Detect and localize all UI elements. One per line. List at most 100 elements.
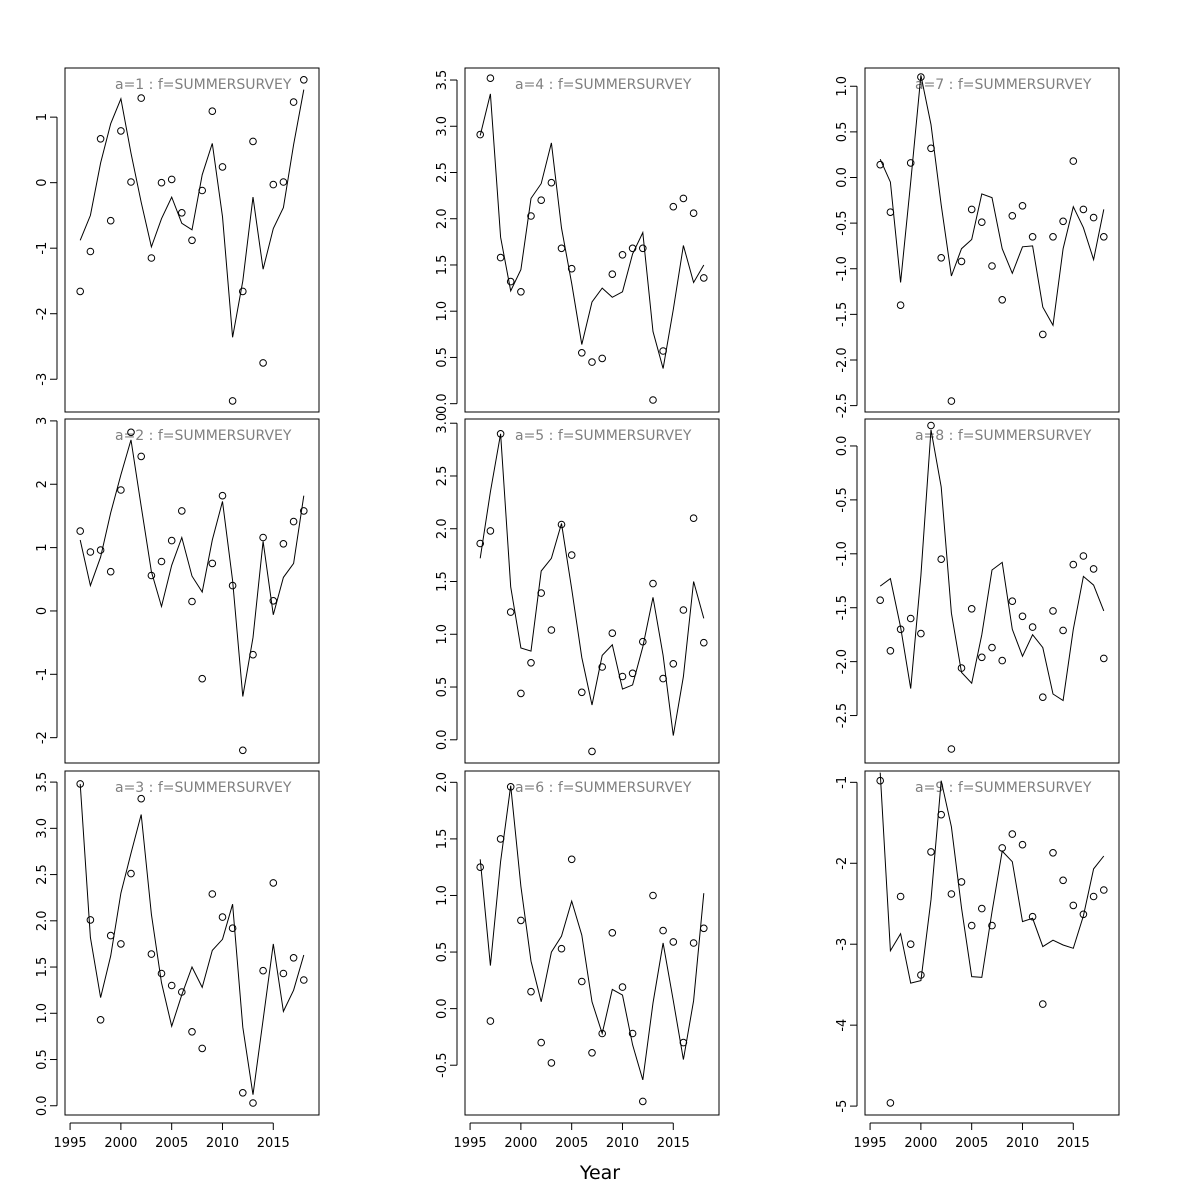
observed-point — [1018, 202, 1027, 210]
y-tick-label: 1.5 — [435, 829, 450, 850]
x-tick-label: 2010 — [1006, 1136, 1039, 1151]
observed-point — [1039, 1000, 1047, 1008]
observed-point — [218, 491, 227, 500]
observed-point — [906, 614, 915, 623]
observed-point — [289, 98, 298, 106]
observed-point — [300, 507, 308, 515]
observed-point — [578, 977, 586, 986]
observed-point — [957, 257, 966, 266]
observed-point — [639, 637, 647, 646]
observed-point — [1089, 213, 1098, 222]
panel-title: a=4 : f=SUMMERSURVEY — [515, 77, 692, 93]
observed-point — [639, 244, 647, 253]
panel-title: a=3 : f=SUMMERSURVEY — [115, 780, 292, 796]
observed-point — [628, 1029, 637, 1038]
observed-point — [998, 844, 1007, 852]
y-tick-label: 1 — [35, 543, 50, 551]
observed-point — [1059, 626, 1067, 635]
observed-point — [1079, 205, 1088, 214]
observed-point — [279, 178, 288, 186]
observed-point — [259, 533, 267, 542]
observed-point — [598, 1029, 607, 1038]
x-tick-label: 2000 — [504, 1136, 537, 1151]
observed-point — [476, 863, 485, 872]
panel-4: -2 -1 0 1 2 3 a=2 : f=SUMMERSURVEY — [35, 417, 320, 764]
observed-point — [967, 921, 976, 930]
plot-frame — [464, 770, 720, 1116]
y-tick-label: 3.0 — [435, 116, 450, 137]
observed-point — [578, 349, 586, 357]
y-tick-label: 3.0 — [435, 413, 450, 434]
fitted-line — [479, 433, 705, 736]
observed-point — [689, 939, 698, 947]
observed-point — [137, 794, 145, 803]
y-tick-label: 0.5 — [435, 347, 450, 368]
observed-point — [598, 354, 607, 363]
observed-point — [228, 397, 237, 405]
observed-point — [567, 264, 576, 273]
observed-point — [157, 969, 166, 978]
y-tick-label: -2.5 — [835, 703, 850, 728]
x-tick-label: 2000 — [104, 1136, 137, 1151]
plot-frame — [864, 67, 1120, 413]
y-tick-label: -0.5 — [435, 1053, 450, 1078]
y-tick-label: 0.5 — [35, 1049, 50, 1070]
observed-point — [117, 940, 125, 948]
observed-point — [679, 606, 688, 614]
observed-point — [208, 107, 217, 115]
y-tick-label: 1.0 — [435, 301, 450, 322]
observed-point — [679, 194, 688, 203]
observed-point — [127, 428, 135, 437]
observed-point — [896, 301, 905, 310]
panel-6: -2.5 -2.0 -1.5 -1.0 -0.5 0.0 a=8 : f=SUMMERSUR… — [835, 418, 1120, 764]
x-tick-label: 2000 — [904, 1136, 937, 1151]
observed-point — [598, 663, 607, 671]
observed-point — [917, 629, 925, 638]
observed-point — [137, 94, 145, 102]
y-tick-label: 2.5 — [35, 864, 50, 885]
observed-point — [537, 196, 546, 204]
panel-8: -0.5 0.0 0.5 1.0 1.5 2.0 1995 2000 2005 2010 2015 a… — [435, 770, 720, 1151]
observed-point — [927, 421, 935, 430]
fitted-line — [479, 785, 705, 1081]
observed-point — [527, 212, 535, 220]
observed-point — [700, 274, 708, 282]
observed-point — [96, 546, 105, 554]
observed-point — [1089, 565, 1098, 573]
y-tick-label: 2.5 — [435, 466, 450, 487]
y-tick-label: 3.0 — [35, 818, 50, 839]
observed-point — [1028, 233, 1037, 241]
observed-point — [1018, 612, 1027, 621]
observed-point — [557, 520, 566, 529]
panel-title: a=8 : f=SUMMERSURVEY — [915, 428, 1092, 444]
observed-point — [689, 514, 698, 523]
observed-point — [1069, 901, 1078, 910]
observed-point — [1100, 233, 1108, 241]
observed-point — [1049, 849, 1057, 857]
observed-point — [886, 1099, 895, 1107]
panel-5: 0.0 0.5 1.0 1.5 2.0 2.5 3.0 a=5 : f=SUMMERSURVE… — [435, 413, 720, 764]
observed-point — [618, 983, 627, 991]
observed-point — [147, 254, 156, 262]
y-tick-label: 1.0 — [435, 624, 450, 645]
observed-point — [876, 160, 885, 169]
observed-point — [137, 452, 145, 461]
y-tick-label: 1.0 — [435, 885, 450, 906]
x-axis-title: Year — [579, 1162, 620, 1184]
y-tick-label: -1.0 — [835, 541, 850, 566]
observed-point — [947, 397, 956, 405]
x-tick-label: 2015 — [257, 1136, 290, 1151]
observed-point — [486, 74, 495, 82]
observed-point — [547, 626, 556, 634]
observed-point — [76, 527, 84, 535]
observed-point — [208, 559, 217, 568]
observed-point — [1100, 886, 1108, 894]
fitted-line — [79, 439, 305, 697]
observed-point — [506, 608, 515, 616]
fitted-line — [79, 783, 305, 1095]
x-tick-label: 2005 — [555, 1136, 588, 1151]
y-tick-label: -2.0 — [835, 347, 850, 372]
observed-point — [669, 938, 678, 946]
observed-point — [906, 159, 915, 167]
